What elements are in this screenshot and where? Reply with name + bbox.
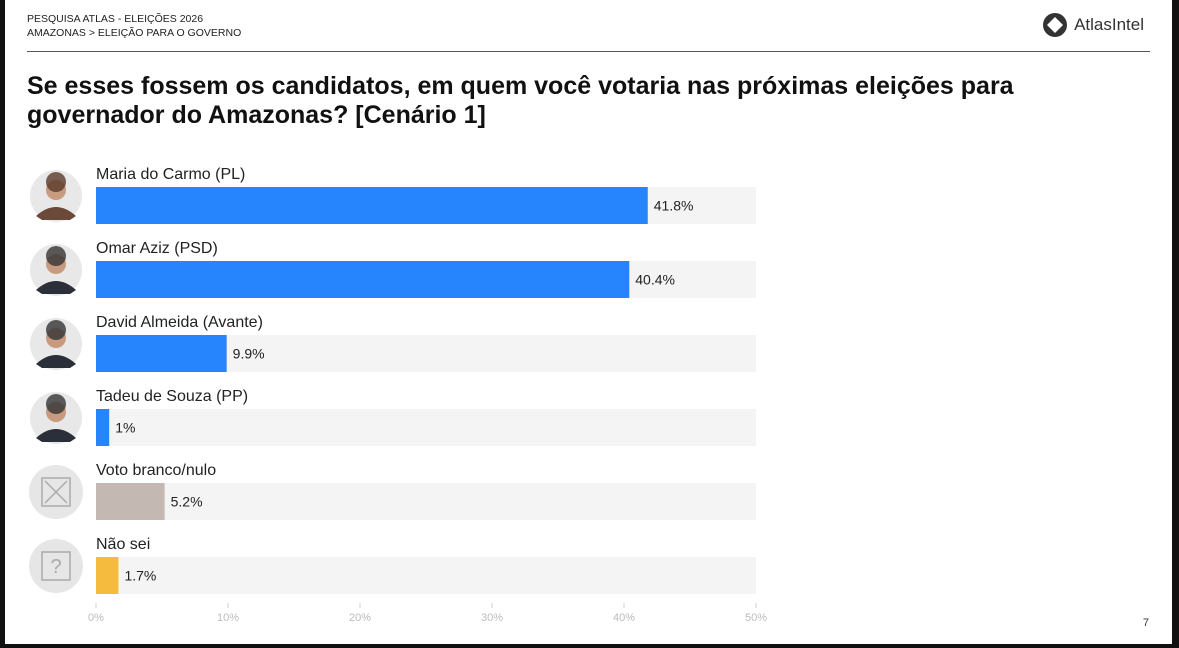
x-tick-label: 20% <box>349 612 371 624</box>
value-label: 41.8% <box>654 198 694 214</box>
category-label: Maria do Carmo (PL) <box>96 166 245 183</box>
section-path: AMAZONAS > ELEIÇÃO PARA O GOVERNO <box>27 27 242 39</box>
bar <box>96 187 648 224</box>
bar <box>96 335 227 372</box>
candidate-photo-icon <box>30 318 82 370</box>
candidate-photo-icon <box>30 392 82 444</box>
atlasintel-logo: AtlasIntel <box>1042 12 1144 38</box>
category-label: Não sei <box>96 536 150 553</box>
bar-track <box>96 557 756 594</box>
bar <box>96 557 119 594</box>
x-tick-label: 10% <box>217 612 239 624</box>
atlas-diamond-logo-icon <box>1043 13 1068 37</box>
bar <box>96 409 110 446</box>
slide: PESQUISA ATLAS - ELEIÇÕES 2026 AMAZONAS … <box>5 0 1172 644</box>
category-label: David Almeida (Avante) <box>96 314 263 331</box>
category-label: Voto branco/nulo <box>96 462 216 479</box>
category-label: Omar Aziz (PSD) <box>96 240 218 257</box>
bar-row: Omar Aziz (PSD) 40.4% <box>30 240 756 298</box>
bar-row: Voto branco/nulo 5.2% <box>29 462 756 520</box>
bar <box>96 483 165 520</box>
x-tick-label: 30% <box>481 612 503 624</box>
x-box-icon <box>29 465 83 519</box>
header-divider <box>27 51 1150 52</box>
bar-track <box>96 409 756 446</box>
survey-name: PESQUISA ATLAS - ELEIÇÕES 2026 <box>27 13 204 25</box>
candidate-photo-icon <box>30 244 82 296</box>
candidate-photo-icon <box>30 170 82 222</box>
x-tick-label: 40% <box>613 612 635 624</box>
value-label: 9.9% <box>233 346 265 362</box>
bar <box>96 261 630 298</box>
bar-row: David Almeida (Avante) 9.9% <box>30 314 756 372</box>
bar-row: Maria do Carmo (PL) 41.8% <box>30 166 756 224</box>
category-label: Tadeu de Souza (PP) <box>96 388 248 405</box>
value-label: 40.4% <box>635 272 675 288</box>
value-label: 1% <box>115 420 135 436</box>
breadcrumb: PESQUISA ATLAS - ELEIÇÕES 2026 AMAZONAS … <box>27 12 241 40</box>
question-box-icon: ? <box>29 539 83 593</box>
x-tick-label: 0% <box>88 612 104 624</box>
bar-row: Tadeu de Souza (PP) 1% <box>30 388 756 446</box>
value-label: 1.7% <box>124 568 156 584</box>
x-tick-label: 50% <box>745 612 767 624</box>
chart-title: Se esses fossem os candidatos, em quem v… <box>27 72 1014 129</box>
logo-text: AtlasIntel <box>1074 15 1144 34</box>
page-number: 7 <box>1142 617 1149 629</box>
bar-track <box>96 483 756 520</box>
value-label: 5.2% <box>171 494 203 510</box>
svg-text:?: ? <box>50 556 61 578</box>
bar-row: ? Não sei 1.7% <box>29 536 756 594</box>
